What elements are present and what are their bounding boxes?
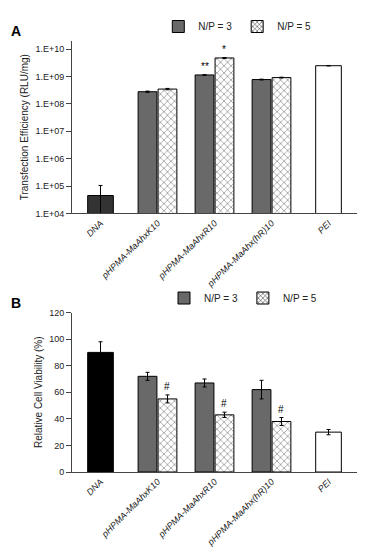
svg-text:80: 80 bbox=[54, 361, 64, 371]
svg-text:N/P = 5: N/P = 5 bbox=[277, 21, 311, 32]
svg-text:1.E+04: 1.E+04 bbox=[35, 209, 64, 219]
svg-text:N/P = 5: N/P = 5 bbox=[283, 293, 317, 304]
svg-text:1.E+09: 1.E+09 bbox=[35, 72, 64, 82]
svg-text:pHPMA-MaAhxR10: pHPMA-MaAhxR10 bbox=[156, 218, 219, 281]
svg-text:N/P = 3: N/P = 3 bbox=[204, 293, 238, 304]
svg-text:pHPMA-MaAhx(hR)10: pHPMA-MaAhx(hR)10 bbox=[205, 477, 276, 548]
svg-text:1.E+06: 1.E+06 bbox=[35, 154, 64, 164]
svg-text:pHPMA-MaAhx(hR)10: pHPMA-MaAhx(hR)10 bbox=[205, 218, 276, 289]
svg-text:40: 40 bbox=[54, 414, 64, 424]
svg-text:Transfection Efficiency (RLU/m: Transfection Efficiency (RLU/mg) bbox=[19, 54, 30, 200]
svg-text:1.E+07: 1.E+07 bbox=[35, 126, 64, 136]
svg-text:1.E+05: 1.E+05 bbox=[35, 181, 64, 191]
svg-text:#: # bbox=[278, 404, 284, 415]
svg-text:B: B bbox=[11, 295, 21, 311]
svg-text:A: A bbox=[11, 23, 21, 39]
svg-text:PEI: PEI bbox=[316, 218, 334, 236]
svg-text:**: ** bbox=[201, 61, 209, 72]
svg-text:#: # bbox=[221, 398, 227, 409]
svg-text:1.E+10: 1.E+10 bbox=[35, 44, 64, 54]
svg-text:N/P = 3: N/P = 3 bbox=[198, 21, 232, 32]
svg-text:PEI: PEI bbox=[316, 476, 334, 494]
svg-text:60: 60 bbox=[54, 387, 64, 397]
svg-text:#: # bbox=[164, 381, 170, 392]
svg-text:120: 120 bbox=[49, 308, 64, 318]
svg-text:DNA: DNA bbox=[85, 218, 106, 239]
svg-text:20: 20 bbox=[54, 441, 64, 451]
svg-text:*: * bbox=[222, 44, 226, 55]
svg-text:pHPMA-MaAhxK10: pHPMA-MaAhxK10 bbox=[99, 477, 162, 540]
svg-text:pHPMA-MaAhxR10: pHPMA-MaAhxR10 bbox=[156, 477, 219, 540]
svg-text:1.E+08: 1.E+08 bbox=[35, 99, 64, 109]
svg-text:pHPMA-MaAhxK10: pHPMA-MaAhxK10 bbox=[99, 218, 162, 281]
svg-text:Relative Cell Viability (%): Relative Cell Viability (%) bbox=[33, 336, 44, 448]
svg-text:0: 0 bbox=[59, 467, 64, 477]
svg-text:100: 100 bbox=[49, 334, 64, 344]
svg-text:DNA: DNA bbox=[85, 477, 106, 498]
